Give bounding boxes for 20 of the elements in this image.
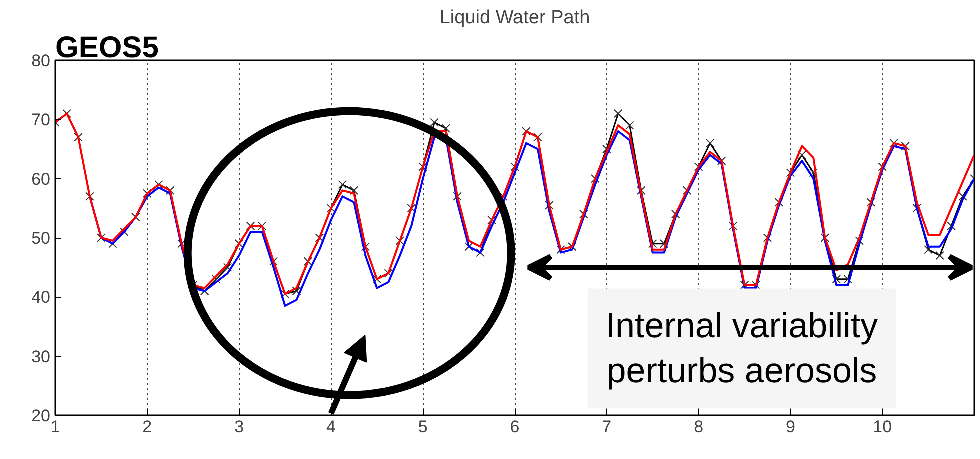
x-tick-label: 3 xyxy=(234,418,244,436)
y-tick-label: 50 xyxy=(32,229,51,248)
y-tick-label: 60 xyxy=(32,170,51,189)
x-tick-label: 9 xyxy=(786,418,796,436)
x-tick-label: 8 xyxy=(694,418,704,436)
y-tick-label: 20 xyxy=(32,406,51,426)
y-tick-label: 30 xyxy=(32,347,51,366)
x-tick-label: 10 xyxy=(873,418,892,436)
x-tick-label: 2 xyxy=(142,418,152,436)
chart-title: Liquid Water Path xyxy=(440,8,590,28)
x-tick-label: 4 xyxy=(326,418,336,436)
y-tick-label: 80 xyxy=(32,52,51,70)
annotation: Internal variability perturbs aerosols xyxy=(606,306,879,391)
y-tick-label: 40 xyxy=(32,288,51,308)
y-tick-label: 70 xyxy=(32,110,51,130)
x-tick-label: 5 xyxy=(418,418,428,436)
x-tick-label: 6 xyxy=(510,418,520,436)
x-tick-label: 1 xyxy=(50,418,60,436)
x-tick-label: 7 xyxy=(602,418,612,436)
annotation: GEOS5 xyxy=(56,32,159,64)
